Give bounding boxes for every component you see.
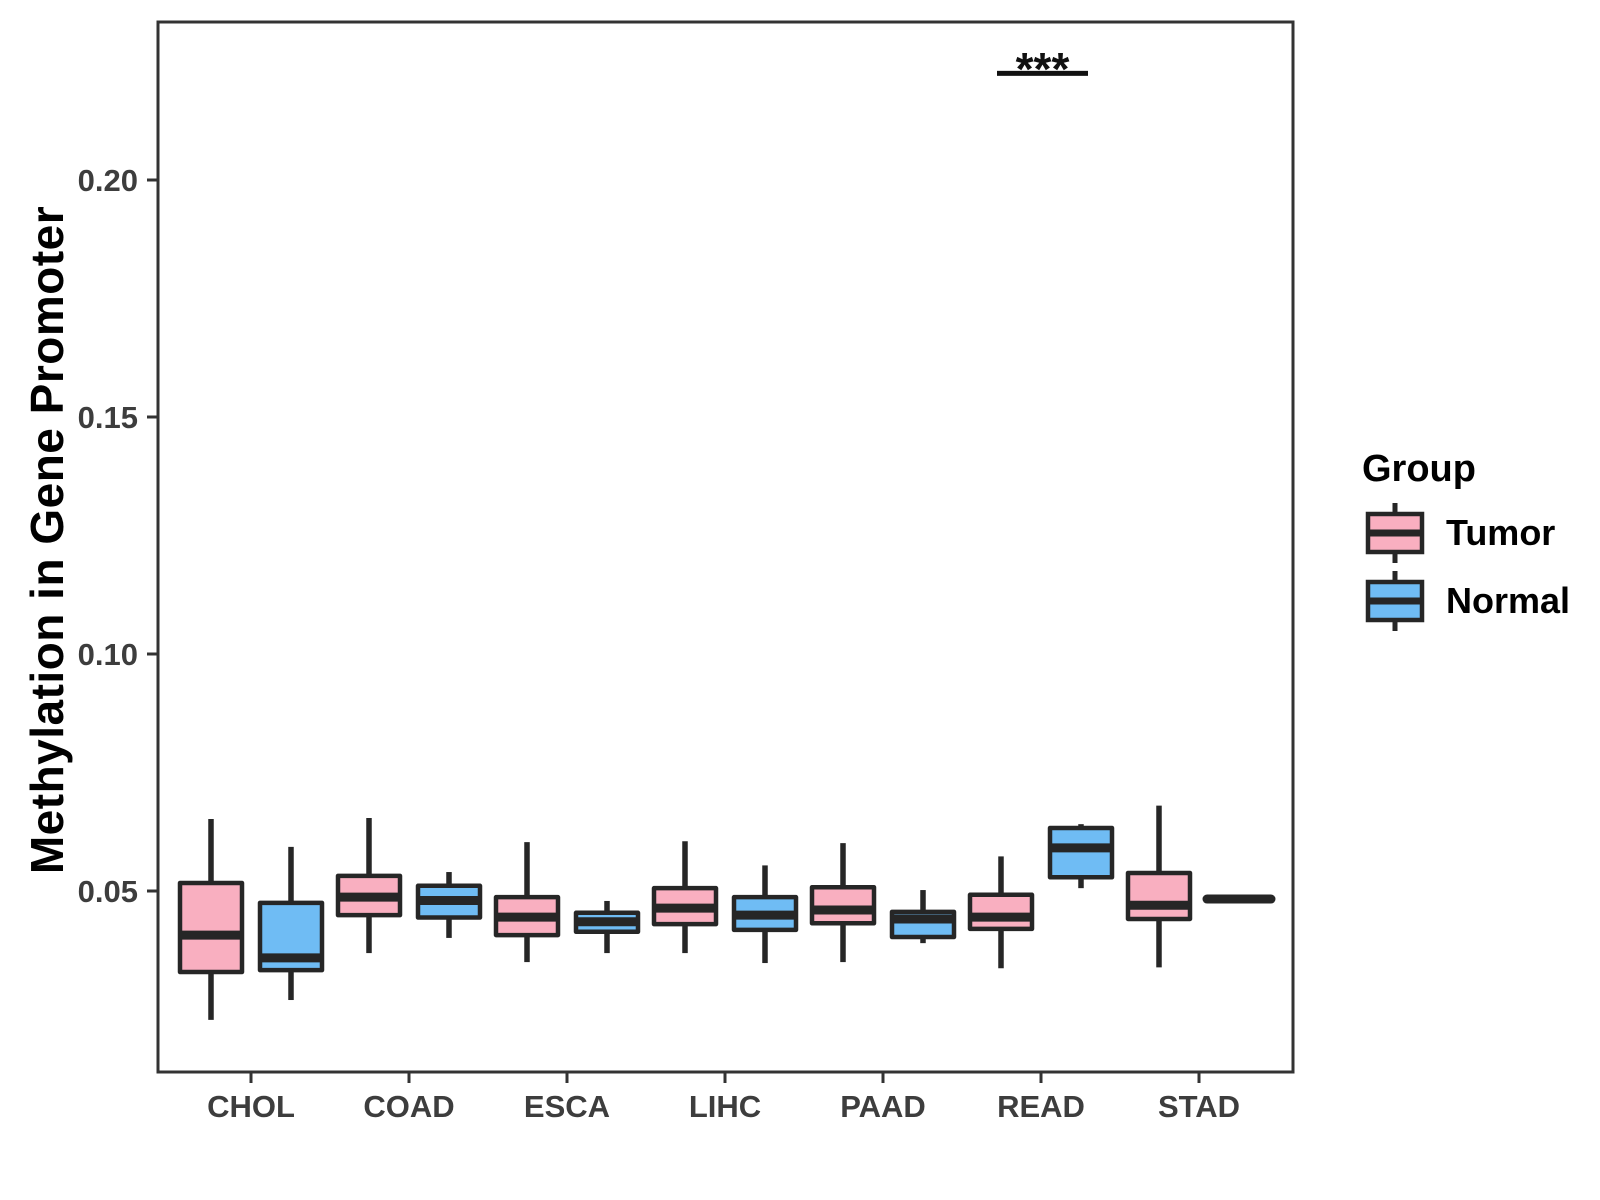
- y-axis-tick-label: 0.20: [78, 163, 138, 198]
- y-axis-tick-label: 0.10: [78, 637, 138, 672]
- significance-stars: ***: [1016, 43, 1070, 95]
- boxplot-COAD-Normal: [415, 872, 483, 938]
- boxplot-READ-Normal: [1047, 824, 1115, 889]
- iqr-box: [177, 880, 245, 975]
- legend-entry-tumor: Tumor: [1340, 499, 1590, 567]
- x-axis-category-label: READ: [997, 1089, 1085, 1124]
- legend-title: Group: [1362, 448, 1476, 490]
- x-axis-category-label: PAAD: [840, 1089, 926, 1124]
- significance-bar: [997, 70, 1088, 76]
- boxplot-LIHC-Tumor: [651, 841, 719, 954]
- boxplot-LIHC-Normal: [731, 865, 799, 964]
- plot-panel: [158, 22, 1293, 1072]
- significance-annotation: ***: [997, 43, 1088, 95]
- boxplot-PAAD-Tumor: [809, 843, 877, 963]
- legend-label-tumor: Tumor: [1446, 512, 1556, 553]
- panel-border: [156, 20, 1295, 1074]
- iqr-box: [1047, 825, 1115, 880]
- boxplot-CHOL-Normal: [257, 846, 325, 1001]
- iqr-box: [1125, 870, 1193, 922]
- x-axis-category-label: STAD: [1158, 1089, 1240, 1124]
- boxplot-CHOL-Tumor: [177, 818, 245, 1020]
- legend-label-normal: Normal: [1446, 580, 1571, 621]
- y-axis-tick-label: 0.15: [78, 400, 138, 435]
- iqr-box: [809, 884, 877, 926]
- boxplot-ESCA-Normal: [573, 900, 641, 954]
- y-axis-title: Methylation in Gene Promoter: [21, 205, 73, 875]
- x-axis-category-label: ESCA: [524, 1089, 610, 1124]
- x-axis-category-label: CHOL: [207, 1089, 295, 1124]
- boxplot-key-icon: [1365, 571, 1425, 631]
- boxplot-READ-Tumor: [967, 856, 1035, 969]
- x-axis-category-label: LIHC: [689, 1089, 761, 1124]
- legend: Group Tumor Normal: [1340, 448, 1590, 635]
- legend-entry-normal: Normal: [1340, 567, 1590, 635]
- boxplot-STAD-Tumor: [1125, 805, 1193, 968]
- boxplot-PAAD-Normal: [889, 890, 957, 944]
- iqr-box: [967, 892, 1035, 932]
- x-axis-category-label: COAD: [363, 1089, 454, 1124]
- y-axis-tick-label: 0.05: [78, 874, 138, 909]
- boxplot-COAD-Tumor: [335, 818, 403, 954]
- boxplot-ESCA-Tumor: [493, 842, 561, 963]
- boxplot-key-icon: [1365, 503, 1425, 563]
